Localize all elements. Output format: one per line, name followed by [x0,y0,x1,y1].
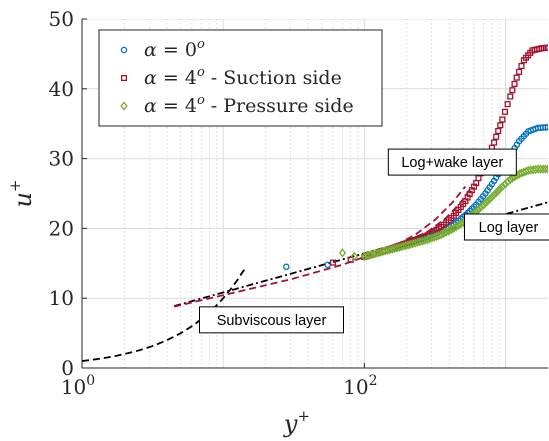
legend-box [98,29,383,127]
data-point [475,175,482,182]
legend-label: α = 0o [144,37,205,61]
annotation-text: Log layer [479,220,539,236]
data-point [511,80,518,87]
legend: α = 0o α = 4o - Suction side α = 4o - Pres… [98,29,383,127]
data-point [541,164,548,174]
data-point [507,93,514,100]
data-point [504,101,511,108]
annotation-subviscous-layer: Subviscous layer [199,306,345,334]
data-point [508,173,517,183]
data-point [350,251,358,261]
data-point [534,164,542,174]
data-point [437,230,445,240]
data-point [518,62,525,70]
y-axis-label: u+ [6,179,37,207]
annotation-text: Subviscous layer [217,313,327,329]
data-point [501,108,509,115]
data-point [539,164,547,174]
y-tick-label: 50 [49,7,74,31]
y-tick-label: 30 [49,147,74,171]
data-point [445,226,453,236]
data-point [450,223,458,234]
data-point [516,68,523,75]
data-point [493,133,500,140]
data-point [486,194,494,204]
data-point [492,188,500,198]
y-tick-label: 20 [49,216,74,240]
data-point [447,224,455,235]
data-point [338,248,347,258]
data-point [347,256,354,263]
diamond-marker-icon [120,101,128,111]
data-point [513,74,520,81]
x-axis-label: y+ [283,407,310,438]
reference-line-viscous-sublayer [82,266,247,362]
legend-item-1: α = 0o [120,37,205,61]
data-point [499,116,506,123]
legend-item-2: α = 4o - Suction side [120,65,342,89]
x-tick-label: 102 [343,373,377,399]
data-point [481,198,489,208]
data-point [488,192,496,202]
data-point [497,122,504,129]
data-point [440,228,448,239]
x-tick-label: 100 [61,373,95,399]
circle-marker-icon [120,46,128,54]
y-tick-label: 0 [61,356,74,380]
annotation-text: Log+wake layer [401,155,503,171]
legend-label: α = 4o - Pressure side [144,93,354,117]
data-point [544,123,548,131]
data-point [324,261,331,268]
data-point [457,219,465,229]
data-point [542,124,548,131]
legend-label: α = 4o - Suction side [144,65,342,89]
data-point [536,164,545,174]
data-point [479,200,487,211]
data-point [454,220,463,230]
data-point [483,196,492,206]
data-point [503,177,512,187]
data-point [283,263,290,271]
data-point [491,139,498,146]
data-point [442,227,450,237]
annotations-layer: Log+wake layer Log layer Subviscous layer [199,148,549,334]
annotation-box [387,148,517,176]
data-point [531,164,540,175]
axes-layer: 0 10 20 30 40 50 100 102 y+ u+ [6,7,548,438]
data-layer [283,44,548,271]
annotation-log-wake-layer: Log+wake layer [387,148,517,176]
data-point [494,186,502,196]
square-marker-icon [120,74,128,82]
annotation-box [463,213,549,241]
data-point [329,259,337,266]
legend-item-3: α = 4o - Pressure side [120,93,354,117]
annotation-log-layer: Log layer [463,213,549,241]
reference-line-log-law [173,201,548,307]
data-point [498,181,506,192]
data-point [501,179,509,189]
data-point [544,44,548,51]
y-tick-label: 10 [49,286,74,310]
data-point [452,222,460,232]
series-1 [283,123,548,271]
annotation-box [199,306,345,334]
reference-line-log-wake-fit-1 [173,185,467,308]
data-point [544,164,548,174]
data-point [509,87,516,94]
series-3 [338,164,548,261]
data-point [477,202,485,213]
data-point [474,204,483,215]
data-point [506,174,514,185]
data-point [496,183,504,194]
data-point [490,190,498,200]
y-tick-label: 40 [49,77,74,101]
data-point [495,127,502,135]
